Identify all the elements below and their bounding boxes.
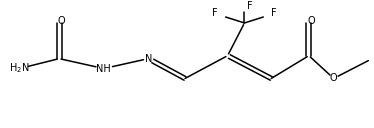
Text: F: F [212, 8, 218, 18]
Text: F: F [246, 1, 252, 11]
Text: O: O [57, 16, 65, 26]
Text: O: O [330, 73, 337, 83]
Text: $\mathregular{H_2N}$: $\mathregular{H_2N}$ [9, 62, 30, 75]
Text: NH: NH [96, 63, 111, 74]
Text: O: O [307, 16, 315, 26]
Text: F: F [272, 8, 277, 18]
Text: N: N [145, 54, 152, 64]
